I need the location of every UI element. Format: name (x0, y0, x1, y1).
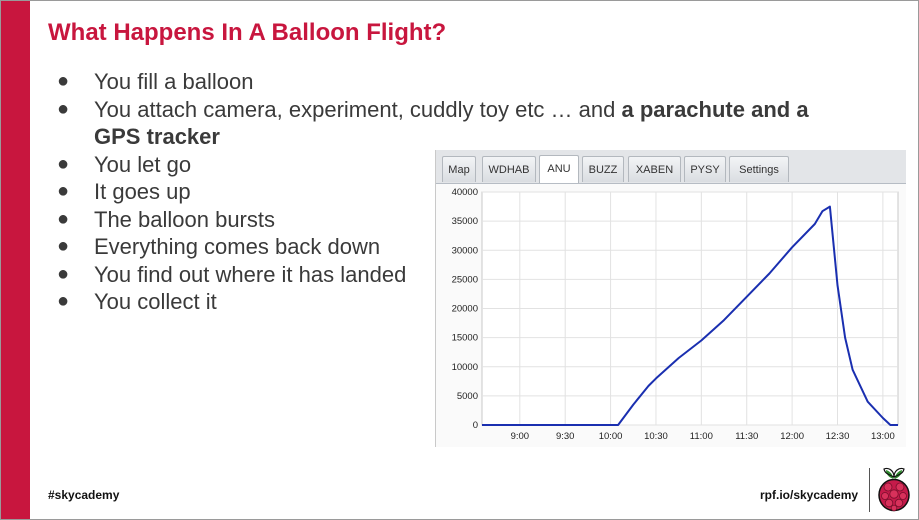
bullet-dot-icon: ● (57, 152, 70, 175)
bullet-dot-icon: ● (57, 235, 70, 257)
altitude-chart: 0 5000 10000 15000 20000 25000 30000 35000 40000… (452, 187, 899, 442)
tab-bar: Map WDHAB ANU BUZZ XABEN PYSY Settings (436, 150, 906, 184)
y-tick-label: 30000 (452, 245, 478, 256)
tab-xaben[interactable]: XABEN (628, 156, 681, 182)
bullet-item: ● You let go (57, 151, 192, 177)
x-tick-label: 10:00 (599, 431, 623, 442)
y-tick-label: 5000 (457, 391, 478, 402)
y-tick-label: 25000 (452, 274, 478, 285)
footer-url[interactable]: rpf.io/skycademy (760, 488, 859, 502)
altitude-series-line (482, 205, 898, 426)
bullet-item: ● You find out where it has landed (57, 261, 407, 287)
accent-bar (1, 1, 30, 519)
x-tick-label: 13:00 (871, 431, 895, 442)
y-tick-label: 35000 (452, 216, 478, 227)
bullet-dot-icon: ● (57, 290, 70, 312)
bullet-item: ● You attach camera, experiment, cuddly t… (57, 96, 809, 150)
tab-anu[interactable]: ANU (539, 155, 579, 183)
y-tick-label: 15000 (452, 333, 478, 344)
bullet-list: ● You fill a balloon ● You attach camera, … (57, 68, 837, 316)
bullet-dot-icon: ● (57, 180, 70, 202)
bullet-dot-icon: ● (57, 70, 70, 92)
tab-pysy[interactable]: PYSY (684, 156, 726, 182)
y-tick-label: 40000 (452, 187, 478, 198)
bullet-item: ● You fill a balloon (57, 69, 254, 94)
bullet-item: ● Everything comes back down (57, 234, 381, 259)
tab-wdhab[interactable]: WDHAB (482, 156, 536, 182)
x-tick-label: 12:30 (826, 431, 850, 442)
x-tick-label: 9:30 (556, 431, 575, 442)
bullet-item: ● It goes up (57, 179, 191, 204)
bullet-dot-icon: ● (57, 97, 70, 120)
footer-divider (869, 468, 870, 512)
y-tick-label: 0 (473, 420, 478, 431)
tab-buzz[interactable]: BUZZ (582, 156, 624, 182)
bullet-item: ● The balloon bursts (57, 206, 275, 232)
bullet-item: ● You collect it (57, 289, 217, 314)
tab-map[interactable]: Map (442, 156, 476, 182)
y-tick-label: 10000 (452, 362, 478, 373)
x-tick-label: 11:30 (735, 431, 758, 442)
bullet-bold-text: a parachute and a GPS tracker (94, 96, 809, 150)
raspberry-pi-logo-icon (878, 467, 910, 512)
bullet-dot-icon: ● (57, 262, 70, 285)
x-tick-label: 12:00 (780, 431, 804, 442)
slide-title: What Happens In A Balloon Flight? (48, 19, 447, 46)
footer-hashtag: #skycademy (48, 488, 120, 502)
tab-settings[interactable]: Settings (729, 156, 789, 182)
tracker-screenshot: Map WDHAB ANU BUZZ XABEN PYSY Settings 0… (435, 150, 906, 447)
altitude-chart-area: 0 5000 10000 15000 20000 25000 30000 35000 40000… (436, 184, 906, 447)
bullet-dot-icon: ● (57, 207, 70, 230)
x-tick-label: 10:30 (644, 431, 668, 442)
x-tick-label: 11:00 (690, 431, 713, 442)
y-tick-label: 20000 (452, 304, 478, 315)
x-tick-label: 9:00 (511, 431, 530, 442)
